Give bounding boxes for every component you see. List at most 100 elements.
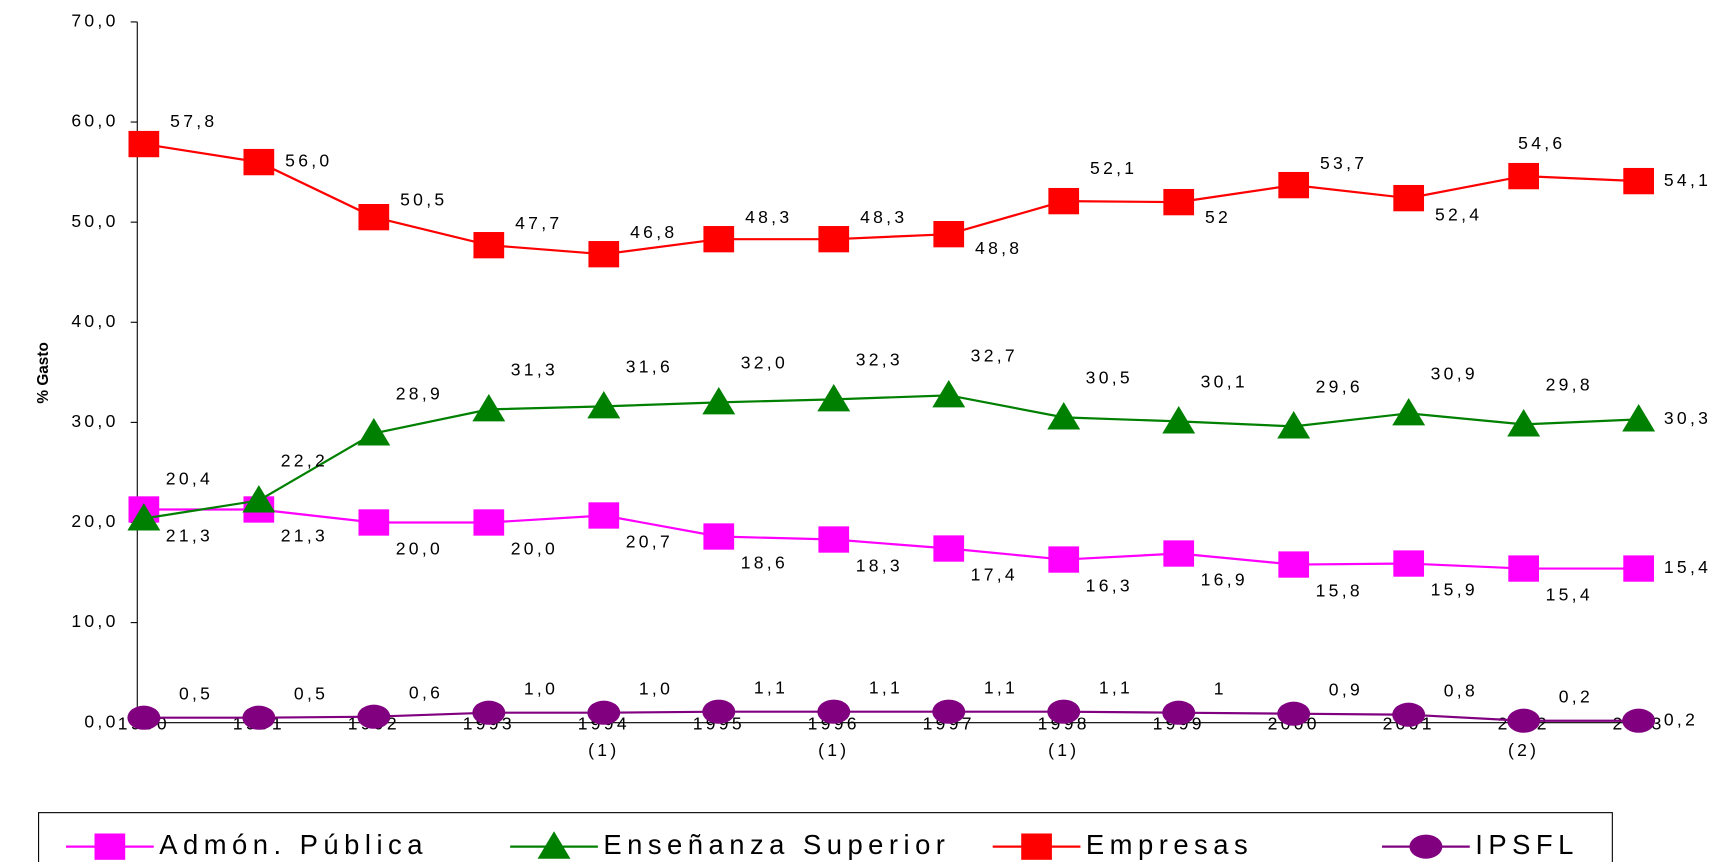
marker — [1278, 551, 1310, 578]
legend-label: Admón. Pública — [159, 829, 428, 860]
data-label: 1 — [1214, 678, 1227, 698]
marker — [703, 226, 735, 253]
marker — [1393, 550, 1425, 577]
marker — [357, 704, 391, 729]
marker — [1409, 834, 1443, 859]
marker — [537, 831, 571, 859]
legend: Admón. Pública Enseñanza Superior Empresas… — [65, 829, 1573, 860]
marker — [1508, 162, 1540, 190]
marker — [1623, 167, 1655, 195]
data-label: 16,3 — [1086, 576, 1133, 596]
marker — [1507, 708, 1541, 733]
data-label: 30,9 — [1431, 364, 1478, 384]
marker — [472, 394, 506, 422]
marker — [1507, 409, 1541, 437]
data-label: 28,9 — [396, 384, 443, 404]
data-label: 56,0 — [285, 151, 332, 171]
data-label: 48,3 — [860, 207, 907, 227]
series-line — [143, 394, 1639, 520]
marker — [358, 203, 390, 231]
marker — [818, 526, 850, 553]
marker — [472, 700, 506, 725]
data-label: 0,5 — [294, 683, 328, 703]
marker — [818, 226, 850, 253]
marker — [588, 502, 620, 529]
data-label: 15,8 — [1316, 581, 1363, 601]
marker — [473, 232, 505, 259]
marker — [702, 699, 736, 724]
marker — [587, 700, 621, 725]
marker — [243, 148, 275, 176]
data-label: 47,7 — [515, 213, 562, 233]
marker — [358, 509, 390, 536]
data-label: 0,5 — [179, 683, 213, 703]
data-label: 52,1 — [1090, 158, 1137, 178]
data-label: 53,7 — [1320, 153, 1367, 173]
data-label: 20,0 — [396, 539, 443, 559]
data-label: 48,8 — [975, 238, 1022, 258]
data-label: 50,5 — [400, 189, 447, 209]
x-tick-note: (1) — [1048, 740, 1079, 760]
data-label: 29,6 — [1316, 377, 1363, 397]
marker — [933, 221, 965, 248]
marker — [127, 705, 161, 730]
data-label: 20,4 — [166, 469, 213, 489]
marker — [1393, 184, 1425, 212]
marker — [242, 705, 276, 730]
marker — [127, 503, 161, 531]
data-label: 30,3 — [1664, 408, 1711, 428]
data-label: 22,2 — [281, 451, 328, 471]
data-label: 48,3 — [745, 207, 792, 227]
data-label: 54,1 — [1664, 170, 1711, 190]
data-label: 20,0 — [511, 539, 558, 559]
data-label: 21,3 — [166, 526, 213, 546]
marker — [128, 130, 160, 158]
data-label: 18,6 — [741, 553, 788, 573]
data-label: 31,6 — [626, 357, 673, 377]
y-tick-label: 0,0 — [84, 711, 118, 731]
legend-label: Empresas — [1086, 829, 1253, 860]
marker — [1277, 701, 1311, 726]
data-label: 1,0 — [639, 678, 673, 698]
data-label: 52 — [1205, 207, 1231, 227]
data-label: 0,2 — [1664, 709, 1698, 729]
series-line — [143, 142, 1639, 256]
marker — [932, 379, 966, 408]
data-label: 31,3 — [511, 360, 558, 380]
y-tick-label: 50,0 — [71, 211, 118, 231]
data-label: 1,1 — [869, 677, 903, 697]
y-tick-label: 20,0 — [71, 511, 118, 531]
data-label: 0,2 — [1559, 686, 1593, 706]
marker — [1047, 402, 1081, 430]
data-label: 32,3 — [856, 350, 903, 370]
marker — [1622, 708, 1656, 733]
legend-label: Enseñanza Superior — [603, 829, 950, 860]
marker — [587, 391, 621, 419]
marker — [1163, 188, 1195, 216]
data-label: 32,0 — [741, 353, 788, 373]
data-label: 0,9 — [1329, 679, 1363, 699]
data-label: 30,5 — [1086, 368, 1133, 388]
data-label: 29,8 — [1546, 375, 1593, 395]
marker — [817, 699, 851, 724]
marker — [1392, 398, 1426, 426]
data-label: 20,7 — [626, 532, 673, 552]
marker — [588, 241, 620, 268]
data-label: 15,4 — [1664, 557, 1711, 577]
marker — [1047, 699, 1081, 724]
marker — [473, 509, 505, 536]
marker — [94, 833, 126, 860]
marker — [1392, 702, 1426, 727]
marker — [1048, 187, 1080, 215]
y-tick-label: 60,0 — [71, 111, 118, 131]
data-label: 1,1 — [984, 677, 1018, 697]
marker — [702, 387, 736, 415]
marker — [1278, 171, 1310, 199]
marker — [1048, 546, 1080, 573]
marker — [1277, 411, 1311, 439]
y-tick-label: 10,0 — [71, 611, 118, 631]
data-label: 0,8 — [1444, 680, 1478, 700]
series-line — [143, 508, 1639, 570]
marker — [1622, 404, 1656, 432]
